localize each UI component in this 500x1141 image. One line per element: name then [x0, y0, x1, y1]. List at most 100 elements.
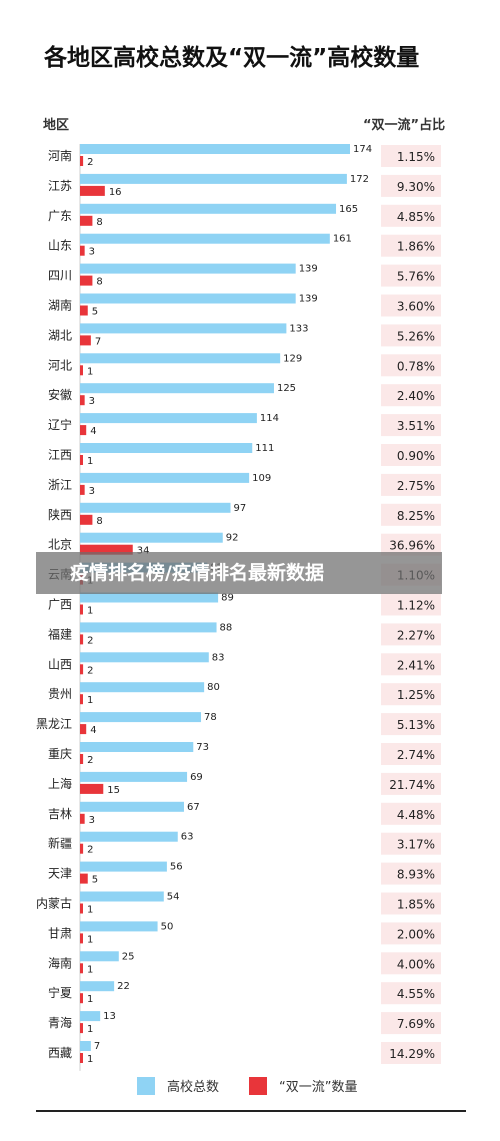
category-label: 江西 — [48, 448, 72, 462]
share-cell — [381, 683, 441, 706]
share-cell — [381, 862, 441, 885]
share-value: 7.69% — [397, 1017, 435, 1031]
bottom-border — [36, 1110, 466, 1112]
legend-total-swatch — [137, 1076, 155, 1095]
share-cell — [381, 593, 441, 616]
category-label: 山东 — [48, 239, 72, 253]
total-value-label: 133 — [289, 323, 308, 334]
double-bar — [80, 813, 85, 824]
double-value-label: 1 — [87, 695, 93, 706]
double-value-label: 16 — [109, 187, 122, 198]
total-bar — [80, 203, 337, 214]
category-label: 海南 — [48, 955, 72, 970]
double-value-label: 2 — [87, 845, 93, 856]
double-value-label: 1 — [87, 1024, 93, 1035]
total-value-label: 25 — [122, 951, 135, 962]
double-bar — [80, 604, 83, 615]
total-bar — [80, 263, 296, 274]
double-value-label: 1 — [87, 456, 93, 467]
total-value-label: 7 — [94, 1041, 100, 1052]
share-cell — [381, 623, 441, 646]
category-label: 内蒙古 — [36, 896, 72, 911]
category-label: 上海 — [48, 776, 72, 791]
share-cell — [381, 982, 441, 1005]
double-bar — [80, 903, 83, 914]
total-bar — [80, 921, 158, 932]
total-value-label: 83 — [212, 652, 225, 663]
share-cell — [381, 743, 441, 765]
total-value-label: 13 — [103, 1011, 116, 1022]
share-cell — [381, 533, 441, 556]
double-bar — [80, 993, 83, 1004]
total-value-label: 54 — [167, 892, 180, 903]
total-value-label: 89 — [221, 593, 234, 604]
total-value-label: 67 — [187, 802, 200, 813]
share-cell — [381, 414, 441, 437]
category-label: 广西 — [48, 598, 72, 612]
share-value: 8.93% — [397, 868, 435, 882]
category-label: 四川 — [48, 269, 72, 283]
share-cell — [381, 922, 441, 945]
region-column-header: 地区 — [43, 118, 70, 133]
total-bar — [80, 233, 330, 244]
category-label: 北京 — [48, 538, 72, 552]
share-value: 9.30% — [397, 180, 435, 194]
category-label: 甘肃 — [48, 926, 72, 940]
total-value-label: 73 — [196, 742, 209, 753]
total-bar — [80, 831, 178, 842]
top-border — [36, 0, 466, 18]
share-cell — [381, 473, 441, 496]
total-bar — [80, 323, 287, 334]
share-cell — [381, 174, 441, 197]
share-value: 2.27% — [397, 628, 435, 642]
double-value-label: 3 — [89, 247, 95, 258]
share-value: 1.15% — [397, 150, 435, 164]
total-value-label: 80 — [207, 682, 220, 693]
double-value-label: 1 — [87, 905, 93, 916]
total-bar — [80, 622, 217, 633]
double-value-label: 1 — [87, 994, 93, 1005]
share-cell — [381, 234, 441, 257]
share-value: 14.29% — [389, 1047, 435, 1061]
double-value-label: 1 — [87, 606, 93, 617]
share-cell — [381, 653, 441, 676]
share-value: 3.60% — [397, 300, 435, 314]
share-value: 1.12% — [397, 599, 435, 613]
total-value-label: 109 — [252, 473, 271, 484]
double-bar — [80, 544, 133, 555]
total-bar — [80, 951, 119, 962]
category-label: 河北 — [48, 358, 72, 372]
double-bar — [80, 754, 84, 764]
total-bar — [80, 771, 188, 782]
share-cell — [381, 145, 441, 167]
total-bar — [80, 742, 194, 752]
total-bar — [80, 443, 253, 453]
share-value: 0.90% — [397, 449, 435, 463]
category-label: 重庆 — [48, 747, 72, 761]
double-value-label: 1 — [87, 1054, 93, 1065]
share-value: 3.17% — [397, 838, 435, 852]
total-value-label: 111 — [255, 443, 274, 454]
double-value-label: 3 — [89, 396, 95, 407]
total-bar — [80, 592, 219, 603]
total-value-label: 92 — [226, 533, 239, 544]
share-cell — [381, 952, 441, 975]
total-value-label: 174 — [353, 144, 372, 155]
double-value-label: 8 — [96, 217, 102, 228]
share-value: 2.74% — [397, 748, 435, 762]
total-bar — [80, 383, 274, 394]
double-bar — [80, 514, 93, 525]
category-label: 贵州 — [48, 687, 72, 701]
double-bar — [80, 1023, 83, 1034]
category-label: 青海 — [48, 1015, 72, 1030]
share-value: 2.40% — [397, 389, 435, 403]
double-bar — [80, 185, 105, 196]
total-value-label: 139 — [299, 264, 318, 275]
share-cell — [381, 264, 441, 287]
share-cell — [381, 503, 441, 526]
double-bar — [80, 425, 87, 436]
share-value: 0.78% — [397, 359, 435, 373]
double-value-label: 1 — [87, 934, 93, 945]
share-cell — [381, 294, 441, 317]
share-value: 5.26% — [397, 329, 435, 343]
